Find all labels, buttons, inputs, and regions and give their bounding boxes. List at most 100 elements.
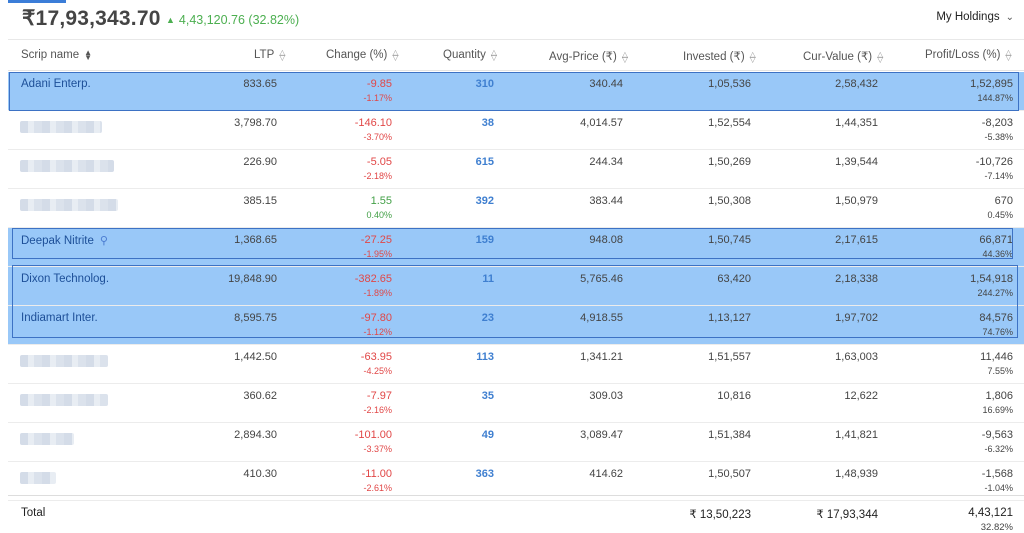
column-header-ltp[interactable]: LTP △ ▽ xyxy=(254,47,286,62)
invested: 1,05,536 xyxy=(708,78,751,90)
profit-loss: -1,568 xyxy=(981,468,1013,480)
table-row[interactable]: Indiamart Inter. 8,595.75 -97.80 -1.12% … xyxy=(8,306,1024,345)
invested: 1,52,554 xyxy=(708,117,751,129)
avg-price: 309.03 xyxy=(589,390,623,402)
avg-price: 4,014.57 xyxy=(580,117,623,129)
quantity: 113 xyxy=(476,351,494,363)
column-header-avg-price[interactable]: Avg-Price (₹) △ ▽ xyxy=(549,49,628,63)
quantity: 49 xyxy=(481,429,494,441)
profit-loss: 670 xyxy=(994,195,1013,207)
sort-icon[interactable]: △ ▽ xyxy=(877,49,884,64)
change-percent: -3.37% xyxy=(363,444,392,454)
sort-icon[interactable]: △ ▽ xyxy=(392,47,399,62)
chevron-down-icon: ⌄ xyxy=(1005,12,1014,23)
profit-loss-percent: 244.27% xyxy=(977,288,1013,298)
current-value: 1,50,979 xyxy=(835,195,878,207)
table-row[interactable]: 3,798.70 -146.10 -3.70% 38 4,014.57 1,52… xyxy=(8,111,1024,150)
column-label: Avg-Price (₹) xyxy=(549,51,617,63)
ltp: 1,442.50 xyxy=(234,351,277,363)
profit-loss-percent: -1.04% xyxy=(984,483,1013,493)
table-row[interactable]: 385.15 1.55 0.40% 392 383.44 1,50,308 1,… xyxy=(8,189,1024,228)
sort-icon[interactable]: △ ▽ xyxy=(490,47,497,62)
current-value: 1,97,702 xyxy=(835,312,878,324)
redacted-scrip-name xyxy=(20,160,114,172)
redacted-scrip-name xyxy=(20,199,118,211)
change-percent: 0.40% xyxy=(366,210,392,220)
selection-outline xyxy=(12,265,1018,338)
column-header-quantity[interactable]: Quantity △ ▽ xyxy=(443,47,497,62)
column-header-scrip[interactable]: Scrip name ▲ ▼ xyxy=(21,47,93,62)
avg-price: 340.44 xyxy=(589,78,623,90)
table-row[interactable]: Adani Enterp. 833.65 -9.85 -1.17% 310 34… xyxy=(8,72,1024,111)
current-value: 12,622 xyxy=(844,390,878,402)
total-profit-loss-percent: 32.82% xyxy=(980,522,1013,533)
change: 1.55 xyxy=(370,195,392,207)
invested: 10,816 xyxy=(717,390,751,402)
table-row[interactable]: 360.62 -7.97 -2.16% 35 309.03 10,816 12,… xyxy=(8,384,1024,423)
profit-loss-percent: -7.14% xyxy=(984,171,1013,181)
table-row[interactable]: 410.30 -11.00 -2.61% 363 414.62 1,50,507… xyxy=(8,462,1024,501)
scrip-name[interactable]: Dixon Technolog. xyxy=(21,273,110,285)
column-header-profit-loss[interactable]: Profit/Loss (%) △ ▽ xyxy=(925,47,1012,62)
table-row[interactable]: Deepak Nitrite ⚲ 1,368.65 -27.25 -1.95% 1… xyxy=(8,228,1024,267)
profit-loss-percent: 44.36% xyxy=(982,249,1013,259)
ltp: 1,368.65 xyxy=(234,234,277,246)
sort-icon[interactable]: △ ▽ xyxy=(1005,47,1012,62)
current-value: 1,44,351 xyxy=(835,117,878,129)
column-label: Change (%) xyxy=(326,49,388,61)
column-header-cur-value[interactable]: Cur-Value (₹) △ ▽ xyxy=(803,49,883,63)
change: -5.05 xyxy=(366,156,392,168)
profit-loss-percent: -6.32% xyxy=(984,444,1013,454)
table-row[interactable]: Dixon Technolog. 19,848.90 -382.65 -1.89… xyxy=(8,267,1024,306)
sort-icon[interactable]: ▲ ▼ xyxy=(84,47,93,62)
sort-icon[interactable]: △ ▽ xyxy=(621,49,628,64)
profit-loss: 1,52,895 xyxy=(970,78,1013,90)
column-header-invested[interactable]: Invested (₹) △ ▽ xyxy=(683,49,756,63)
ltp: 226.90 xyxy=(243,156,277,168)
redacted-scrip-name xyxy=(20,472,56,484)
column-label: Invested (₹) xyxy=(683,51,745,63)
scrip-name[interactable]: Deepak Nitrite ⚲ xyxy=(21,234,108,247)
selection-outline xyxy=(9,72,1019,111)
scrip-name[interactable]: Indiamart Inter. xyxy=(21,312,98,324)
invested: 63,420 xyxy=(717,273,751,285)
scrip-name[interactable]: Adani Enterp. xyxy=(21,78,91,90)
ltp: 19,848.90 xyxy=(228,273,277,285)
avg-price: 414.62 xyxy=(589,468,623,480)
quantity: 363 xyxy=(475,468,494,480)
quantity: 392 xyxy=(475,195,494,207)
portfolio-total-value: ₹17,93,343.70 xyxy=(22,7,161,30)
redacted-scrip-name xyxy=(20,355,108,367)
column-header-change[interactable]: Change (%) △ ▽ xyxy=(326,47,399,62)
current-value: 2,18,338 xyxy=(835,273,878,285)
table-row[interactable]: 2,894.30 -101.00 -3.37% 49 3,089.47 1,51… xyxy=(8,423,1024,462)
profit-loss-percent: 0.45% xyxy=(987,210,1013,220)
total-row: Total ₹ 13,50,223 ₹ 17,93,344 4,43,121 3… xyxy=(8,495,1024,533)
divider xyxy=(8,39,1024,40)
holdings-dropdown[interactable]: My Holdings ⌄ xyxy=(936,11,1014,23)
sort-icon[interactable]: △ ▽ xyxy=(279,47,286,62)
table-row[interactable]: 226.90 -5.05 -2.18% 615 244.34 1,50,269 … xyxy=(8,150,1024,189)
invested: 1,50,745 xyxy=(708,234,751,246)
invested: 1,51,557 xyxy=(708,351,751,363)
quantity: 38 xyxy=(481,117,494,129)
quantity: 615 xyxy=(475,156,494,168)
sort-icon[interactable]: △ ▽ xyxy=(749,49,756,64)
ltp: 385.15 xyxy=(243,195,277,207)
change: -11.00 xyxy=(361,468,392,480)
current-value: 1,48,939 xyxy=(835,468,878,480)
quantity: 11 xyxy=(482,273,494,285)
magnifier-icon[interactable]: ⚲ xyxy=(99,235,108,247)
total-profit-loss: 4,43,121 xyxy=(968,507,1013,519)
change-percent: -4.25% xyxy=(363,366,392,376)
portfolio-change-value: 4,43,120.76 (32.82%) xyxy=(178,13,300,27)
quantity: 23 xyxy=(481,312,494,324)
profit-loss-percent: 16.69% xyxy=(982,405,1013,415)
change: -101.00 xyxy=(354,429,392,441)
change-percent: -1.17% xyxy=(363,93,392,103)
ltp: 3,798.70 xyxy=(234,117,277,129)
table-row[interactable]: 1,442.50 -63.95 -4.25% 113 1,341.21 1,51… xyxy=(8,345,1024,384)
profit-loss: 11,446 xyxy=(980,351,1013,363)
quantity: 310 xyxy=(475,78,494,90)
avg-price: 244.34 xyxy=(589,156,623,168)
